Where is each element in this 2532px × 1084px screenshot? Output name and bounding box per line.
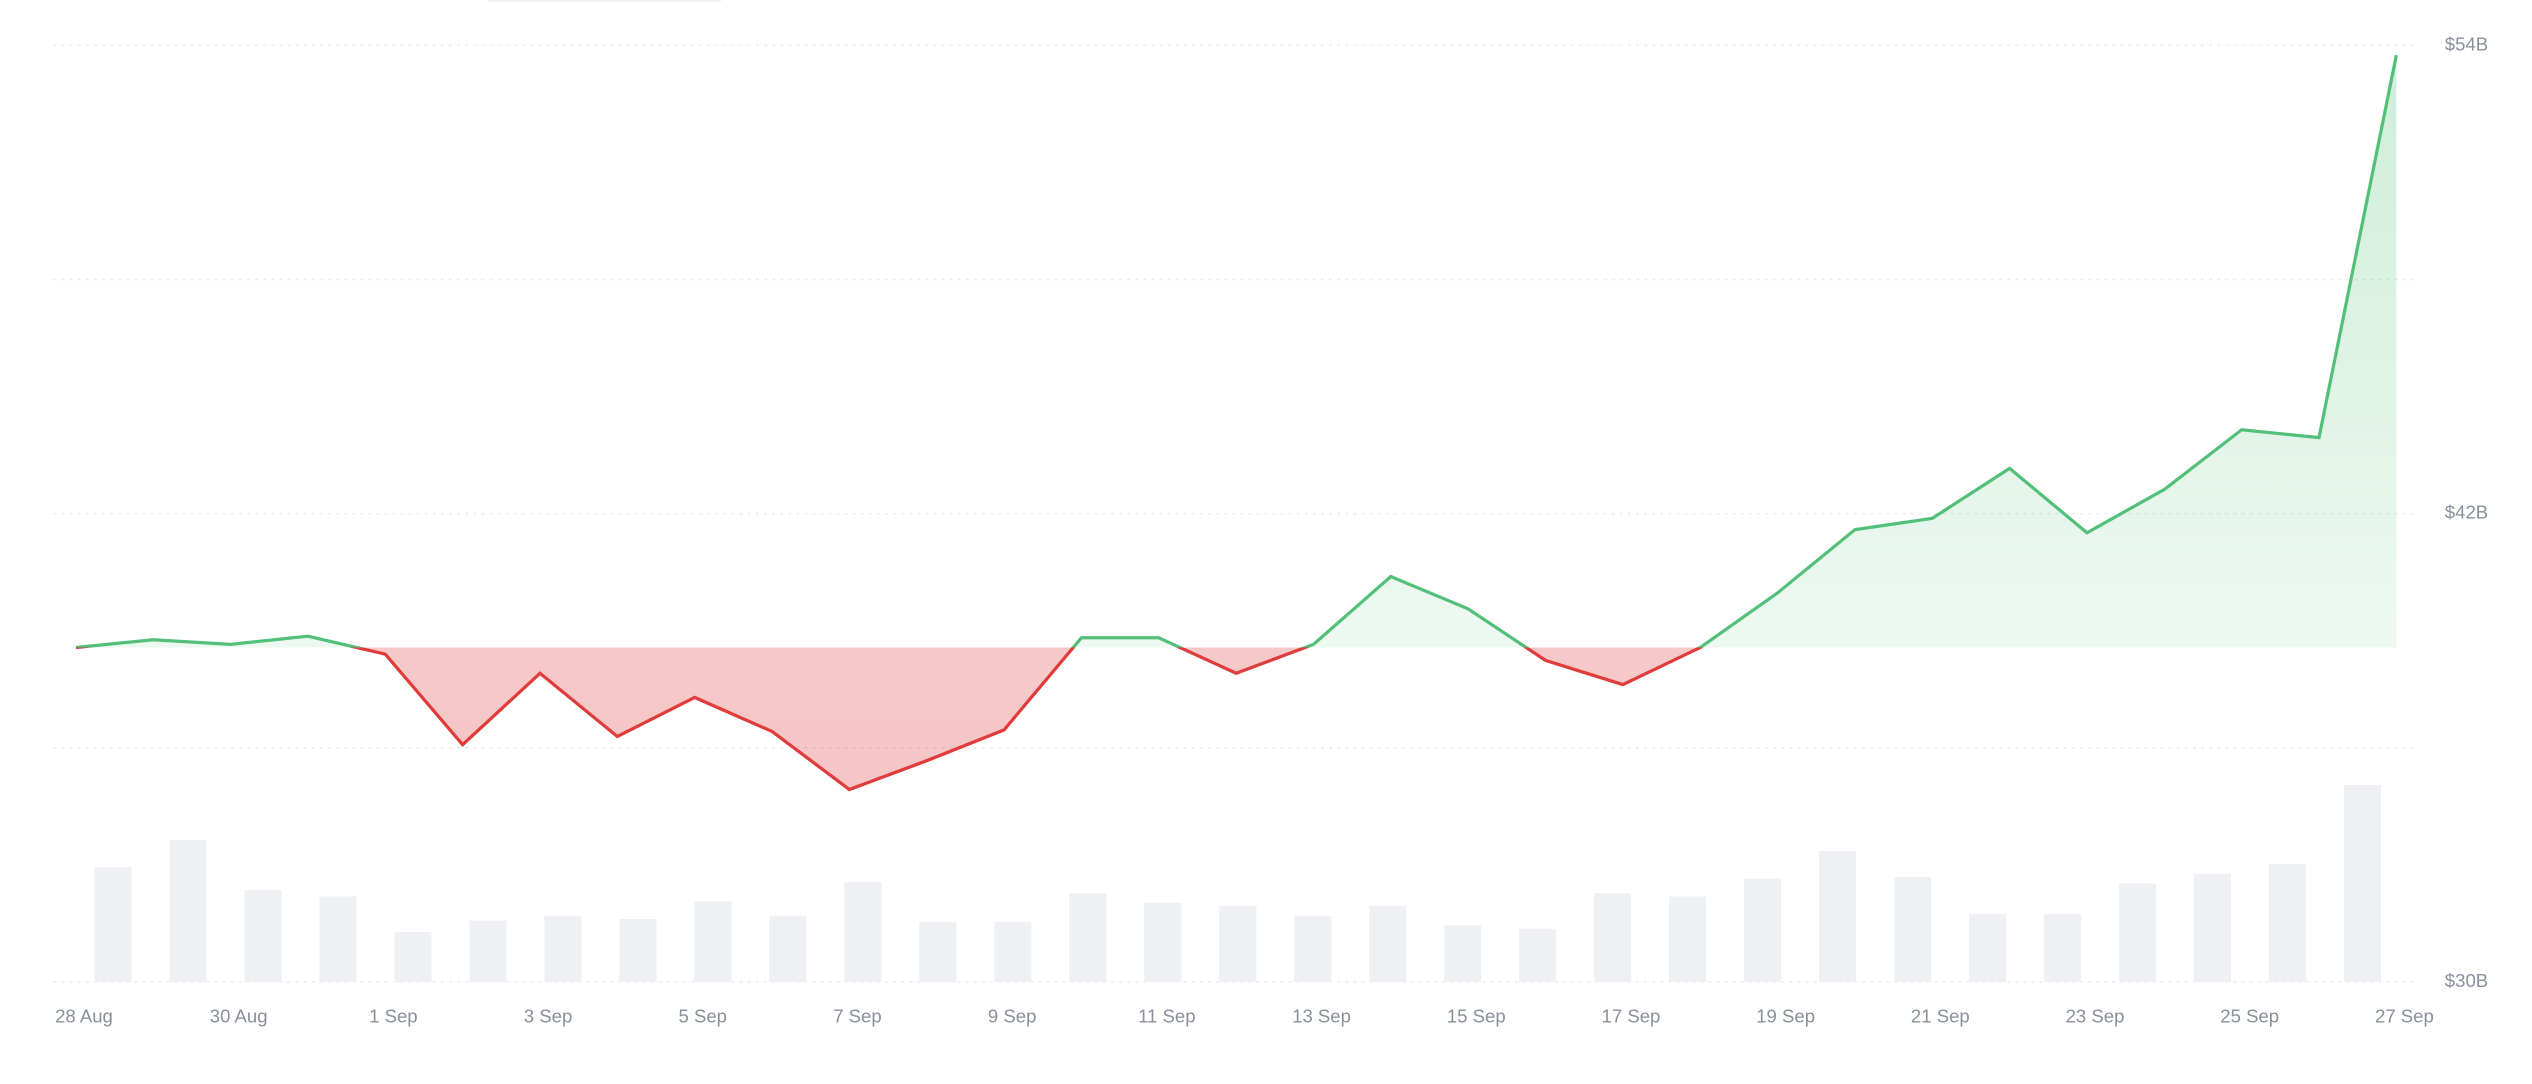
x-tick-label: 27 Sep	[2375, 1005, 2434, 1026]
volume-bar	[619, 918, 657, 982]
volume-bar	[2118, 883, 2157, 982]
x-tick-label: 30 Aug	[210, 1005, 268, 1026]
volume-bar	[844, 881, 882, 982]
volume-bar	[1219, 906, 1257, 982]
volume-bar	[2343, 784, 2382, 982]
x-tick-label: 21 Sep	[1911, 1005, 1970, 1026]
volume-bar	[544, 915, 582, 982]
volume-bar	[1819, 851, 1857, 982]
x-tick-label: 23 Sep	[2066, 1005, 2125, 1026]
volume-bar	[1069, 893, 1107, 982]
volume-bar	[2043, 914, 2082, 982]
volume-bar	[319, 896, 357, 982]
x-tick-label: 7 Sep	[833, 1005, 882, 1026]
volume-bar	[1294, 915, 1332, 982]
x-tick-label: 5 Sep	[679, 1005, 728, 1026]
y-tick-label: $42B	[2445, 502, 2488, 523]
line-down	[75, 647, 1704, 792]
volume-bar	[1594, 893, 1632, 982]
volume-bar	[1744, 878, 1782, 982]
x-tick-label: 13 Sep	[1292, 1005, 1351, 1026]
x-tick-label: 3 Sep	[524, 1005, 573, 1026]
volume-bar	[394, 931, 432, 982]
volume-bar	[2268, 864, 2307, 982]
volume-bar	[1669, 896, 1707, 982]
volume-bar	[1444, 925, 1482, 982]
volume-bar	[694, 901, 732, 982]
volume-bar	[469, 920, 507, 982]
tab-indicator	[488, 0, 722, 2]
x-tick-label: 9 Sep	[988, 1005, 1037, 1026]
line-up	[75, 54, 2398, 648]
x-tick-label: 17 Sep	[1602, 1005, 1661, 1026]
volume-bar	[994, 922, 1032, 982]
volume-bar	[244, 889, 282, 982]
y-tick-label: $30B	[2445, 970, 2488, 991]
volume-bar	[1144, 902, 1182, 982]
volume-bar	[1519, 928, 1557, 982]
x-tick-label: 25 Sep	[2220, 1005, 2279, 1026]
volume-bar	[1968, 914, 2007, 982]
x-tick-label: 28 Aug	[55, 1005, 113, 1026]
x-tick-label: 19 Sep	[1756, 1005, 1815, 1026]
volume-bar	[94, 867, 132, 982]
volume-bar	[169, 839, 207, 982]
volume-bar	[1369, 906, 1407, 982]
y-tick-label: $54B	[2445, 33, 2488, 54]
volume-bar	[769, 915, 807, 982]
area-up	[75, 55, 2397, 648]
volume-bar	[1893, 876, 1932, 982]
x-tick-label: 1 Sep	[369, 1005, 418, 1026]
area-down	[75, 647, 2397, 790]
volume-bar	[2193, 873, 2232, 982]
x-tick-label: 15 Sep	[1447, 1005, 1506, 1026]
volume-bar	[919, 922, 957, 982]
x-tick-label: 11 Sep	[1138, 1005, 1195, 1026]
